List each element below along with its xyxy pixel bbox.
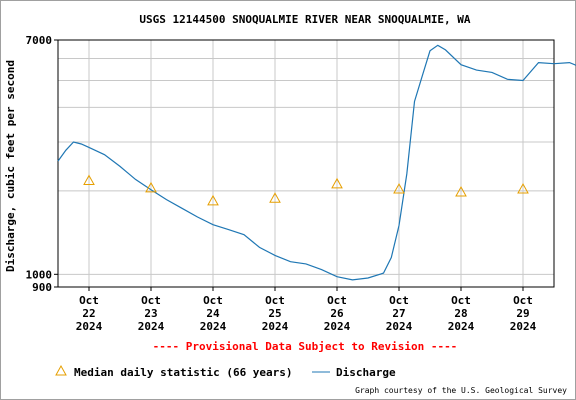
legend-median-marker xyxy=(55,364,67,376)
x-tick-label: 2024 xyxy=(138,320,165,333)
x-tick-label: Oct xyxy=(203,294,223,307)
x-tick-label: 26 xyxy=(330,307,344,320)
discharge-line xyxy=(57,44,576,281)
x-tick-label: 25 xyxy=(268,307,281,320)
x-tick-label: Oct xyxy=(451,294,471,307)
median-marker xyxy=(145,181,157,193)
median-marker xyxy=(269,192,281,203)
median-marker xyxy=(393,183,405,194)
median-marker xyxy=(517,183,529,194)
x-tick-label: 22 xyxy=(82,307,95,320)
legend-median-label: Median daily statistic (66 years) xyxy=(74,366,293,379)
x-axis-ticks: Oct222024Oct232024Oct242024Oct252024Oct2… xyxy=(76,287,537,333)
x-tick-label: 2024 xyxy=(510,320,537,333)
y-tick-label: 7000 xyxy=(26,34,53,47)
x-tick-label: Oct xyxy=(265,294,285,307)
x-tick-label: 2024 xyxy=(448,320,475,333)
series-layer xyxy=(57,44,576,281)
chart-title: USGS 12144500 SNOQUALMIE RIVER NEAR SNOQ… xyxy=(139,13,471,26)
y-tick-label: 900 xyxy=(32,281,52,294)
x-tick-label: 29 xyxy=(516,307,529,320)
x-tick-label: Oct xyxy=(141,294,161,307)
credit-text: Graph courtesy of the U.S. Geological Su… xyxy=(355,386,567,395)
median-marker xyxy=(331,177,343,189)
x-tick-label: Oct xyxy=(327,294,347,307)
x-tick-label: 23 xyxy=(144,307,157,320)
grid-lines xyxy=(58,39,554,287)
y-axis-label: Discharge, cubic feet per second xyxy=(4,60,17,272)
x-tick-label: 2024 xyxy=(262,320,289,333)
x-tick-label: 2024 xyxy=(76,320,103,333)
x-tick-label: 27 xyxy=(392,307,405,320)
x-tick-label: 28 xyxy=(454,307,467,320)
median-marker xyxy=(83,174,95,185)
x-tick-label: 2024 xyxy=(386,320,413,333)
y-tick-label: 1000 xyxy=(26,268,53,281)
x-tick-label: 2024 xyxy=(200,320,227,333)
x-tick-label: Oct xyxy=(79,294,99,307)
x-tick-label: 24 xyxy=(206,307,220,320)
x-tick-label: Oct xyxy=(389,294,409,307)
plot-area xyxy=(57,39,555,288)
legend-discharge-label: Discharge xyxy=(336,366,396,379)
x-tick-label: 2024 xyxy=(324,320,351,333)
median-marker xyxy=(207,194,219,206)
provisional-note: ---- Provisional Data Subject to Revisio… xyxy=(153,340,458,353)
legend: Median daily statistic (66 years) Discha… xyxy=(55,364,396,379)
median-marker xyxy=(455,186,467,197)
x-tick-label: Oct xyxy=(513,294,533,307)
